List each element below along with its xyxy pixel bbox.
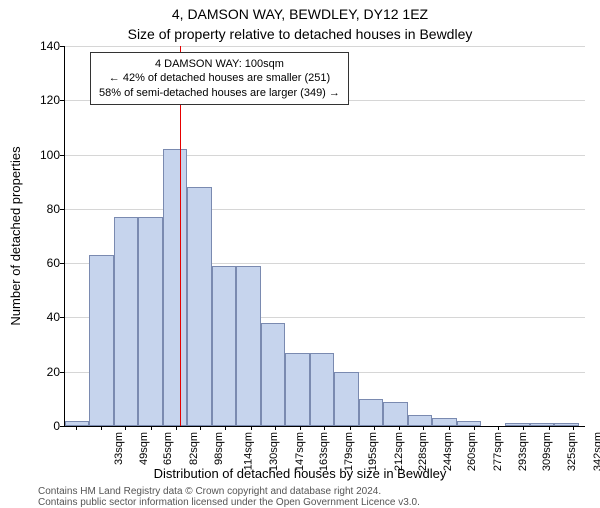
histogram-bar <box>89 255 113 426</box>
x-tick-mark <box>101 426 102 430</box>
annotation-line3: 58% of semi-detached houses are larger (… <box>99 86 340 100</box>
x-tick-mark <box>151 426 152 430</box>
histogram-bar <box>285 353 309 426</box>
histogram-bar <box>383 402 407 426</box>
histogram-bar <box>114 217 138 426</box>
x-tick-label: 49sqm <box>138 432 150 465</box>
x-tick-mark <box>125 426 126 430</box>
y-tick-label: 120 <box>30 93 60 107</box>
annotation-line1: 4 DAMSON WAY: 100sqm <box>99 57 340 71</box>
histogram-bar <box>163 149 187 426</box>
histogram-bar <box>554 423 578 426</box>
histogram-bar <box>65 421 89 426</box>
x-tick-mark <box>399 426 400 430</box>
histogram-bar <box>457 421 481 426</box>
x-tick-mark <box>176 426 177 430</box>
x-tick-mark <box>573 426 574 430</box>
histogram-bar <box>212 266 236 426</box>
x-tick-mark <box>549 426 550 430</box>
x-axis-label: Distribution of detached houses by size … <box>0 466 600 481</box>
histogram-bar <box>138 217 162 426</box>
x-tick-label: 65sqm <box>162 432 174 465</box>
annotation-box: 4 DAMSON WAY: 100sqm ← 42% of detached h… <box>90 52 349 105</box>
gridline <box>65 46 585 47</box>
x-tick-label: 33sqm <box>113 432 125 465</box>
x-tick-mark <box>200 426 201 430</box>
histogram-bar <box>432 418 456 426</box>
histogram-bar <box>359 399 383 426</box>
x-tick-mark <box>300 426 301 430</box>
y-tick-label: 0 <box>30 419 60 433</box>
y-tick-label: 80 <box>30 202 60 216</box>
x-tick-label: 114sqm <box>242 432 254 470</box>
footer-text: Contains HM Land Registry data © Crown c… <box>38 486 420 508</box>
gridline <box>65 209 585 210</box>
x-tick-mark <box>523 426 524 430</box>
x-tick-mark <box>474 426 475 430</box>
x-tick-mark <box>324 426 325 430</box>
footer-line2: Contains public sector information licen… <box>38 497 420 508</box>
chart-title-line2: Size of property relative to detached ho… <box>0 26 600 42</box>
y-tick-label: 140 <box>30 39 60 53</box>
x-tick-mark <box>275 426 276 430</box>
annotation-line2: ← 42% of detached houses are smaller (25… <box>99 71 340 85</box>
x-tick-mark <box>350 426 351 430</box>
y-tick-label: 40 <box>30 310 60 324</box>
x-tick-mark <box>76 426 77 430</box>
x-tick-mark <box>449 426 450 430</box>
chart-container: 4, DAMSON WAY, BEWDLEY, DY12 1EZ Size of… <box>0 0 600 500</box>
y-axis-label: Number of detached properties <box>8 146 23 325</box>
x-tick-label: 98sqm <box>213 432 225 465</box>
x-tick-mark <box>225 426 226 430</box>
footer-line1: Contains HM Land Registry data © Crown c… <box>38 486 381 497</box>
histogram-bar <box>310 353 334 426</box>
x-tick-mark <box>498 426 499 430</box>
gridline <box>65 155 585 156</box>
y-tick-label: 60 <box>30 256 60 270</box>
x-tick-mark <box>251 426 252 430</box>
x-tick-label: 82sqm <box>188 432 200 465</box>
histogram-bar <box>187 187 211 426</box>
histogram-bar <box>408 415 432 426</box>
histogram-bar <box>334 372 358 426</box>
histogram-bar <box>236 266 260 426</box>
histogram-bar <box>261 323 285 426</box>
histogram-bar <box>530 423 554 426</box>
x-tick-mark <box>423 426 424 430</box>
histogram-bar <box>505 423 529 426</box>
y-tick-label: 100 <box>30 148 60 162</box>
y-tick-label: 20 <box>30 365 60 379</box>
chart-title-line1: 4, DAMSON WAY, BEWDLEY, DY12 1EZ <box>0 6 600 22</box>
x-tick-mark <box>374 426 375 430</box>
